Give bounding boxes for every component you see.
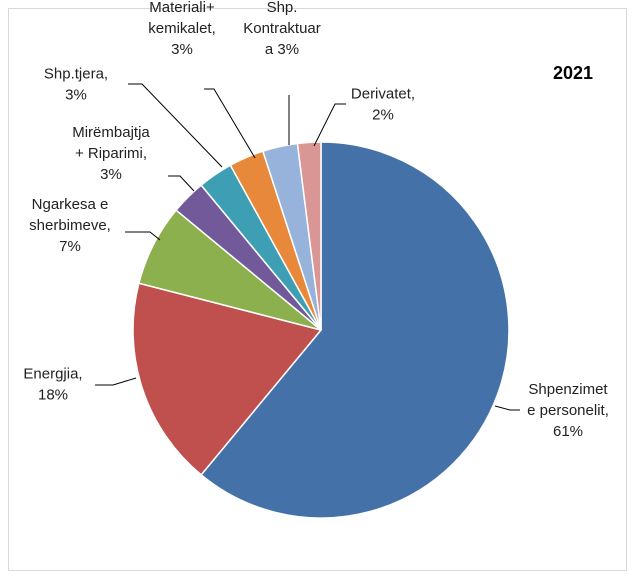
slice-label: Shp. Kontraktuar a 3% xyxy=(243,0,321,58)
slice-label-line: 61% xyxy=(553,423,583,440)
slice-label-line: sherbimeve, xyxy=(29,217,111,234)
slice-label-line: kemikalet, xyxy=(148,20,216,37)
leader-line xyxy=(125,231,161,241)
slice-label-line: 7% xyxy=(59,238,81,255)
chart-title: 2021 xyxy=(553,63,593,83)
slice-label-line: Shp. xyxy=(267,0,298,16)
slice-label-line: Derivatet, xyxy=(351,86,415,103)
pie-slice xyxy=(296,141,322,331)
slice-label-line: 18% xyxy=(38,387,68,404)
pie-slices xyxy=(132,141,510,519)
slice-label: Shpenzimet e personelit, 61% xyxy=(527,381,609,440)
leader-line xyxy=(95,377,137,386)
pie-slice xyxy=(200,141,510,519)
leader-line xyxy=(494,405,520,411)
slice-label-line: Mirëmbajtja xyxy=(72,124,150,141)
slice-label: Mirëmbajtja + Riparimi, 3% xyxy=(72,124,150,183)
slice-labels: Shpenzimet e personelit, 61% Energjia, 18% Ng… xyxy=(23,0,608,440)
slice-label: Derivatet, 2% xyxy=(351,86,415,124)
slice-label: Energjia, 18% xyxy=(23,366,82,404)
pie-slice xyxy=(132,282,323,476)
slice-label: Ngarkesa e sherbimeve, 7% xyxy=(29,196,111,255)
slice-label-line: 2% xyxy=(372,107,394,124)
slice-label-line: Ngarkesa e xyxy=(32,196,109,213)
leader-line xyxy=(128,83,223,168)
slice-label-line: Shpenzimet xyxy=(528,381,608,398)
slice-label-line: 3% xyxy=(65,87,87,104)
slice-label-line: + Riparimi, xyxy=(75,145,147,162)
leader-lines xyxy=(95,83,520,411)
slice-label: Materiali+ kemikalet, 3% xyxy=(148,0,216,58)
slice-label-line: a 3% xyxy=(265,41,299,58)
slice-label-line: Kontraktuar xyxy=(243,20,321,37)
slice-label-line: Energjia, xyxy=(23,366,82,383)
slice-label: Shp.tjera, 3% xyxy=(44,66,108,104)
leader-line xyxy=(313,103,346,147)
slice-label-line: Shp.tjera, xyxy=(44,66,108,83)
slice-label-line: 3% xyxy=(100,166,122,183)
slice-label-line: 3% xyxy=(171,41,193,58)
leader-line xyxy=(204,88,256,159)
slice-label-line: e personelit, xyxy=(527,402,609,419)
leader-line xyxy=(168,175,195,192)
slice-label-line: Materiali+ xyxy=(149,0,215,16)
